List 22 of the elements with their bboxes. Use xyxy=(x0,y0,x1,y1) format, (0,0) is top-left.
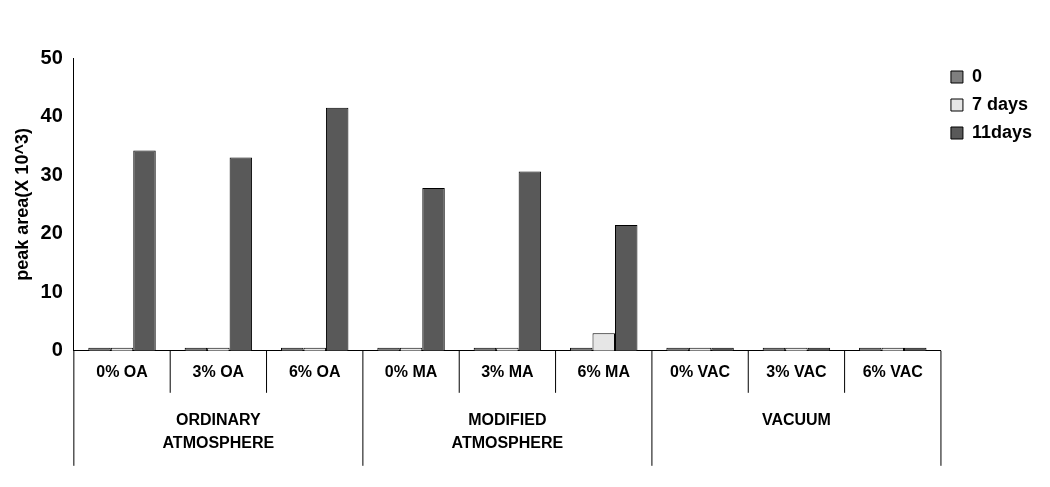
y-tick-label: 40 xyxy=(40,104,63,127)
text: VACUUM xyxy=(761,410,831,428)
legend-label: 7 days xyxy=(971,93,1028,114)
legend-label: 0 xyxy=(971,65,982,86)
y-tick-label: 50 xyxy=(40,45,63,68)
y-tick-label: 30 xyxy=(40,162,63,185)
legend-label: 11days xyxy=(971,121,1033,142)
x-tick-label: 6% MA xyxy=(577,362,631,380)
y-tick-label: 0 xyxy=(51,338,63,361)
y-axis-title: peak area(X 10^3) xyxy=(11,128,32,281)
x-tick-label: 6% VAC xyxy=(862,362,924,380)
x-tick-label: 3% VAC xyxy=(766,362,827,380)
y-tick-label: 20 xyxy=(40,221,63,244)
x-tick-label: 0% OA xyxy=(96,362,149,380)
y-tick-label: 10 xyxy=(40,279,63,302)
x-tick-label: 6% OA xyxy=(288,362,341,380)
x-tick-label: 3% OA xyxy=(192,362,245,380)
text: ORDINARY ATMOSPHERE xyxy=(162,410,275,451)
x-tick-label: 3% MA xyxy=(481,362,535,380)
text: MODIFIED ATMOSPHERE xyxy=(451,410,564,451)
x-tick-label: 0% MA xyxy=(384,362,438,380)
x-tick-label: 0% VAC xyxy=(670,362,731,380)
